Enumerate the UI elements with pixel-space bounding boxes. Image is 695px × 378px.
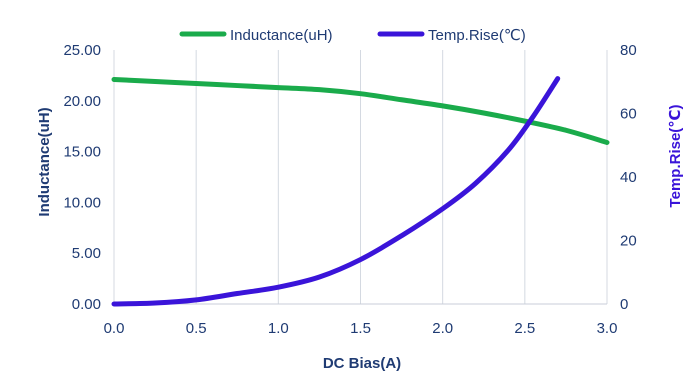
- y-left-tick-label-5: 25.00: [63, 42, 101, 59]
- y-right-tick-label-2: 40: [620, 169, 637, 186]
- x-tick-label-3: 1.5: [350, 320, 371, 337]
- y-left-tick-label-1: 5.00: [72, 245, 101, 262]
- x-axis-title: DC Bias(A): [323, 355, 401, 372]
- tick-labels: 0.0 0.5 1.0 1.5 2.0 2.5 3.0 0.00 5.00 10.00 15.00 2…: [63, 42, 636, 337]
- y-left-tick-label-4: 20.00: [63, 93, 101, 110]
- legend: Inductance(uH) Temp.Rise(℃): [179, 27, 526, 44]
- grid: [113, 50, 608, 305]
- x-tick-label-1: 0.5: [186, 320, 207, 337]
- y-left-tick-label-0: 0.00: [72, 296, 101, 313]
- x-tick-label-2: 1.0: [268, 320, 289, 337]
- series-line-0: [111, 76, 610, 145]
- series: [111, 76, 610, 307]
- x-tick-label-5: 2.5: [514, 320, 535, 337]
- x-tick-label-6: 3.0: [597, 320, 618, 337]
- y-right-tick-label-3: 60: [620, 106, 637, 123]
- y-axis-left-title: Inductance(uH): [36, 107, 53, 216]
- legend-label-1: Temp.Rise(℃): [428, 27, 526, 44]
- x-tick-label-0: 0.0: [104, 320, 125, 337]
- y-axis-right-title: Temp.Rise(℃): [667, 105, 684, 208]
- series-line-1: [111, 76, 561, 307]
- legend-label-0: Inductance(uH): [230, 27, 333, 44]
- y-right-tick-label-4: 80: [620, 42, 637, 59]
- y-left-tick-label-3: 15.00: [63, 144, 101, 161]
- x-tick-label-4: 2.0: [432, 320, 453, 337]
- y-right-tick-label-1: 20: [620, 233, 637, 250]
- y-left-tick-label-2: 10.00: [63, 194, 101, 211]
- y-right-tick-label-0: 0: [620, 296, 628, 313]
